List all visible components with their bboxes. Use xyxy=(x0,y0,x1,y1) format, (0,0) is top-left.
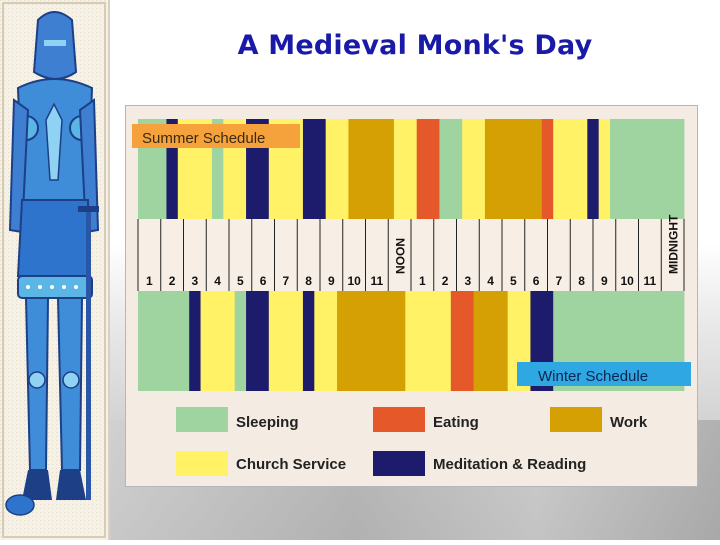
hour-label: 3 xyxy=(192,274,199,288)
hour-label: 10 xyxy=(620,274,634,288)
hour-label: 9 xyxy=(328,274,335,288)
hour-label: 11 xyxy=(371,274,384,288)
hour-label: 8 xyxy=(305,274,312,288)
hour-label: 5 xyxy=(237,274,244,288)
summer-label-box xyxy=(132,124,300,148)
summer-bar-eating xyxy=(416,119,440,219)
winter-bar-church xyxy=(405,291,452,391)
winter-bar-meditation xyxy=(302,291,315,391)
legend: Sleeping Eating Work Church Service Meditati… xyxy=(176,407,648,476)
legend-label-eating: Eating xyxy=(433,414,479,431)
hour-label: NOON xyxy=(394,238,408,274)
summer-bar-meditation xyxy=(166,119,179,219)
hour-label: 7 xyxy=(283,274,290,288)
summer-bar-work xyxy=(484,119,543,219)
winter-bar-work xyxy=(337,291,406,391)
hour-label: 4 xyxy=(487,274,494,288)
summer-bar-eating xyxy=(541,119,554,219)
knight-illustration xyxy=(0,0,110,540)
hour-label: 3 xyxy=(465,274,472,288)
hour-label: 7 xyxy=(556,274,563,288)
summer-bar-meditation xyxy=(302,119,327,219)
summer-bar-meditation xyxy=(587,119,600,219)
summer-bar-church xyxy=(393,119,418,219)
hour-label: 1 xyxy=(146,274,153,288)
schedule-labels: Summer Schedule Winter Schedule xyxy=(132,124,691,386)
winter-label-box xyxy=(517,362,691,386)
winter-label: Winter Schedule xyxy=(538,368,648,385)
legend-swatch-eating xyxy=(373,407,425,432)
winter-bar-church xyxy=(314,291,338,391)
summer-bar-sleeping xyxy=(610,119,685,219)
legend-label-meditation: Meditation & Reading xyxy=(433,456,586,473)
summer-bar-church xyxy=(325,119,349,219)
hour-label: 11 xyxy=(644,274,657,288)
summer-bar-church xyxy=(598,119,611,219)
hour-label: 1 xyxy=(419,274,426,288)
winter-bar-meditation xyxy=(189,291,201,391)
winter-bar-sleeping xyxy=(234,291,247,391)
legend-label-church: Church Service xyxy=(236,456,346,473)
summer-bar-church xyxy=(462,119,486,219)
winter-bar-sleeping xyxy=(138,291,190,391)
summer-bar-work xyxy=(348,119,395,219)
winter-bar-church xyxy=(268,291,304,391)
legend-swatch-church xyxy=(176,451,228,476)
summer-bar-sleeping xyxy=(439,119,463,219)
legend-swatch-work xyxy=(550,407,602,432)
hour-label: 6 xyxy=(533,274,540,288)
knight-figure xyxy=(0,0,108,540)
hour-label: MIDNIGHT xyxy=(667,214,681,274)
legend-label-sleeping: Sleeping xyxy=(236,414,299,431)
hour-label: 9 xyxy=(601,274,608,288)
hour-label: 5 xyxy=(510,274,517,288)
hour-label: 6 xyxy=(260,274,267,288)
summer-label: Summer Schedule xyxy=(142,130,265,147)
schedule-chart-svg: 1 2 3 4 5 6 7 8 9 10 11 NOON 1 2 3 4 5 6 7 8 9 10 11 MIDNIGHT S… xyxy=(132,119,691,476)
schedule-chart: 1 2 3 4 5 6 7 8 9 10 11 NOON 1 2 3 4 5 6 7 8 9 10 11 MIDNIGHT S… xyxy=(125,105,698,487)
summer-bar-church xyxy=(553,119,588,219)
summer-bar-sleeping xyxy=(211,119,224,219)
hour-label: 2 xyxy=(169,274,176,288)
winter-bar-eating xyxy=(450,291,474,391)
hour-label: 10 xyxy=(347,274,361,288)
winter-bar-church xyxy=(200,291,236,391)
winter-bar-meditation xyxy=(246,291,270,391)
legend-label-work: Work xyxy=(610,414,648,431)
hour-strip: 1 2 3 4 5 6 7 8 9 10 11 NOON 1 2 3 4 5 6 7 8 9 10 11 MIDNIGHT xyxy=(137,214,685,291)
winter-bar-work xyxy=(473,291,509,391)
hour-label: 2 xyxy=(442,274,449,288)
hour-label: 4 xyxy=(214,274,221,288)
legend-swatch-meditation xyxy=(373,451,425,476)
hour-label: 8 xyxy=(578,274,585,288)
legend-swatch-sleeping xyxy=(176,407,228,432)
page-title: A Medieval Monk's Day xyxy=(237,30,593,61)
